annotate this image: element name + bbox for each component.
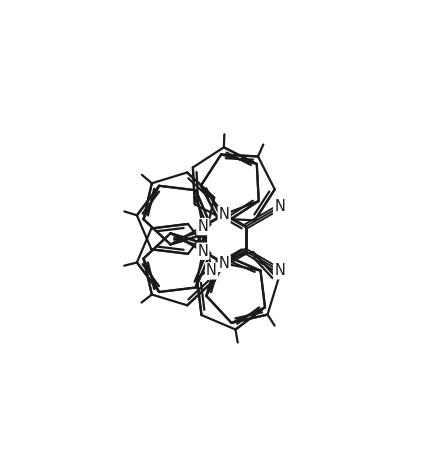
Text: N: N xyxy=(274,199,285,214)
Text: N: N xyxy=(274,263,285,278)
Text: N: N xyxy=(197,244,208,258)
Text: N: N xyxy=(219,256,230,271)
Text: N: N xyxy=(206,263,217,278)
Text: N: N xyxy=(219,207,230,222)
Text: N: N xyxy=(197,219,208,234)
